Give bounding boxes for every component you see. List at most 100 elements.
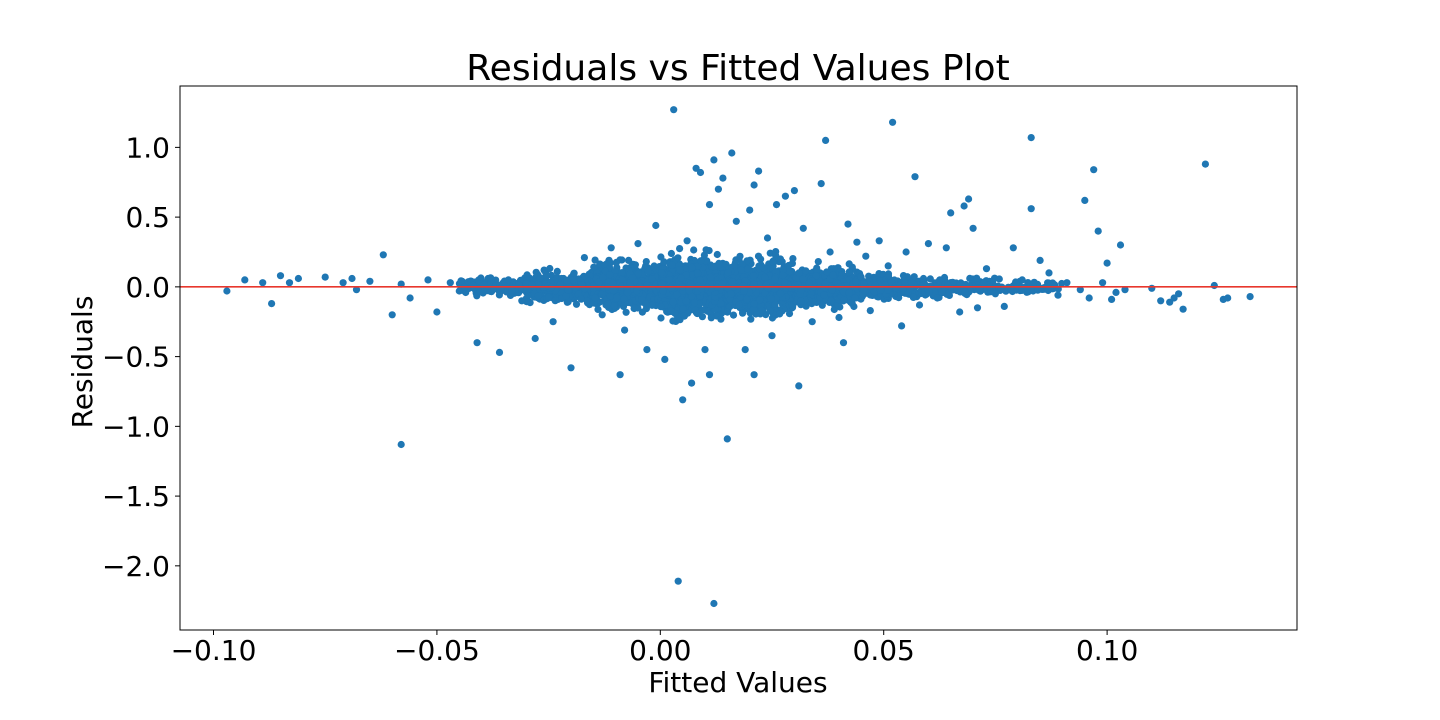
data-point — [982, 265, 991, 273]
data-point — [839, 339, 848, 347]
data-point — [1018, 286, 1026, 294]
data-point — [714, 185, 723, 193]
data-point — [688, 292, 696, 300]
data-point — [702, 246, 710, 254]
data-point — [1054, 291, 1062, 299]
data-point — [713, 250, 721, 259]
data-point — [397, 280, 405, 288]
data-point — [531, 334, 539, 343]
data-point — [685, 287, 693, 295]
data-point — [1045, 269, 1053, 277]
data-point — [1027, 205, 1035, 213]
data-point — [681, 265, 690, 273]
data-point — [860, 286, 868, 294]
data-point — [612, 258, 621, 266]
data-point — [965, 195, 973, 203]
data-point — [680, 312, 689, 320]
data-point — [911, 173, 919, 181]
data-point — [657, 314, 665, 322]
data-point — [979, 279, 988, 287]
data-point — [276, 272, 285, 280]
data-point — [674, 254, 682, 262]
data-point — [723, 308, 732, 316]
data-point — [745, 288, 754, 296]
data-point — [495, 291, 503, 299]
data-point — [717, 299, 725, 307]
data-point — [567, 364, 575, 372]
data-point — [609, 279, 617, 287]
data-point — [621, 326, 629, 334]
data-point — [750, 181, 758, 189]
data-point — [620, 295, 628, 303]
data-point — [610, 302, 619, 310]
data-point — [785, 310, 794, 318]
data-point — [820, 291, 828, 299]
data-point — [536, 274, 544, 282]
data-point — [739, 309, 747, 317]
data-point — [1210, 281, 1218, 290]
y-tick-label: 1.0 — [125, 131, 170, 164]
data-point — [534, 280, 542, 288]
data-point — [285, 279, 294, 287]
data-point — [564, 286, 572, 294]
data-point — [776, 310, 784, 318]
data-point — [686, 280, 695, 288]
data-point — [769, 258, 777, 266]
data-point — [755, 167, 763, 175]
data-point — [1108, 295, 1116, 303]
data-point — [876, 286, 885, 294]
data-point — [924, 240, 933, 248]
data-point — [779, 266, 787, 274]
data-point — [945, 291, 954, 299]
data-point — [591, 256, 599, 264]
data-point — [1090, 166, 1098, 174]
data-point — [534, 292, 542, 300]
data-point — [718, 280, 726, 288]
data-point — [606, 271, 614, 279]
data-point — [679, 396, 687, 404]
data-point — [570, 269, 578, 277]
data-point — [606, 259, 615, 267]
data-point — [690, 246, 698, 254]
data-point — [933, 294, 941, 302]
data-point — [799, 224, 807, 232]
data-point — [756, 296, 764, 304]
data-point — [698, 313, 707, 321]
data-point — [424, 276, 432, 284]
data-point — [1000, 302, 1008, 310]
data-point — [845, 260, 853, 268]
data-point — [623, 289, 632, 297]
data-point — [397, 440, 405, 449]
data-point — [750, 371, 758, 379]
data-point — [740, 287, 748, 295]
data-point — [797, 286, 805, 294]
x-tick-label: 0.10 — [1076, 634, 1138, 667]
data-point — [643, 346, 651, 354]
data-point — [622, 308, 630, 316]
data-point — [802, 267, 810, 275]
data-point — [406, 294, 414, 302]
data-point — [1179, 305, 1187, 313]
data-point — [808, 318, 816, 326]
data-point — [553, 267, 561, 275]
data-point — [676, 245, 684, 253]
data-point — [268, 300, 276, 308]
data-point — [767, 295, 775, 303]
data-point — [743, 265, 752, 273]
data-point — [772, 268, 780, 276]
data-point — [736, 252, 744, 260]
data-point — [925, 288, 933, 296]
data-point — [789, 303, 797, 311]
data-point — [628, 274, 637, 282]
data-point — [763, 234, 772, 242]
data-point — [604, 300, 612, 308]
data-point — [735, 301, 743, 309]
data-point — [690, 299, 698, 307]
data-point — [991, 290, 1000, 298]
data-point — [523, 271, 531, 279]
data-point — [840, 296, 848, 304]
data-point — [1201, 160, 1209, 168]
data-point — [1099, 279, 1107, 287]
data-point — [973, 274, 981, 282]
